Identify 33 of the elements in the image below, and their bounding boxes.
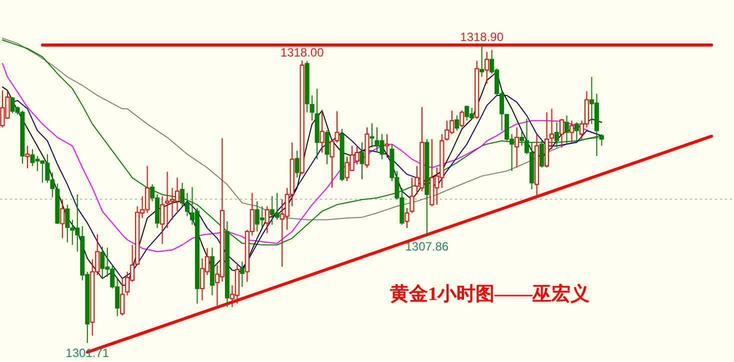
candlestick: [554, 122, 559, 148]
candlestick: [360, 142, 364, 180]
candlestick: [404, 207, 410, 229]
candlestick: [320, 110, 324, 153]
candlestick: [550, 108, 554, 150]
candlestick: [120, 278, 125, 316]
candlestick: [480, 44, 484, 78]
candlestick: [60, 198, 65, 239]
text: 黄金1小时图——巫宏义: [389, 283, 590, 305]
candlestick: [384, 134, 390, 158]
candlestick: [240, 261, 244, 288]
candlestick: [410, 177, 414, 214]
candlestick: [484, 51, 490, 84]
candlestick: [540, 140, 544, 168]
candlestick: [25, 145, 30, 169]
annotation: 1301.71: [66, 346, 110, 360]
annotation: 1318.00: [280, 46, 324, 60]
candlestick: [559, 118, 564, 148]
candlestick: [264, 206, 270, 234]
candlestick: [460, 110, 464, 128]
candlestick: [569, 120, 574, 143]
candlestick: [370, 122, 374, 148]
annotation: 1318.90: [460, 30, 504, 44]
candlestick: [574, 122, 579, 142]
candlestick: [564, 115, 569, 145]
candlestick: [324, 129, 330, 165]
candlestick: [330, 138, 334, 188]
candlestick: [334, 110, 340, 143]
annotation: 1307.86: [405, 239, 449, 254]
candlestick: [454, 115, 460, 132]
candlestick: [294, 150, 300, 178]
candlestick: [160, 196, 165, 244]
candlestick: [514, 126, 520, 168]
